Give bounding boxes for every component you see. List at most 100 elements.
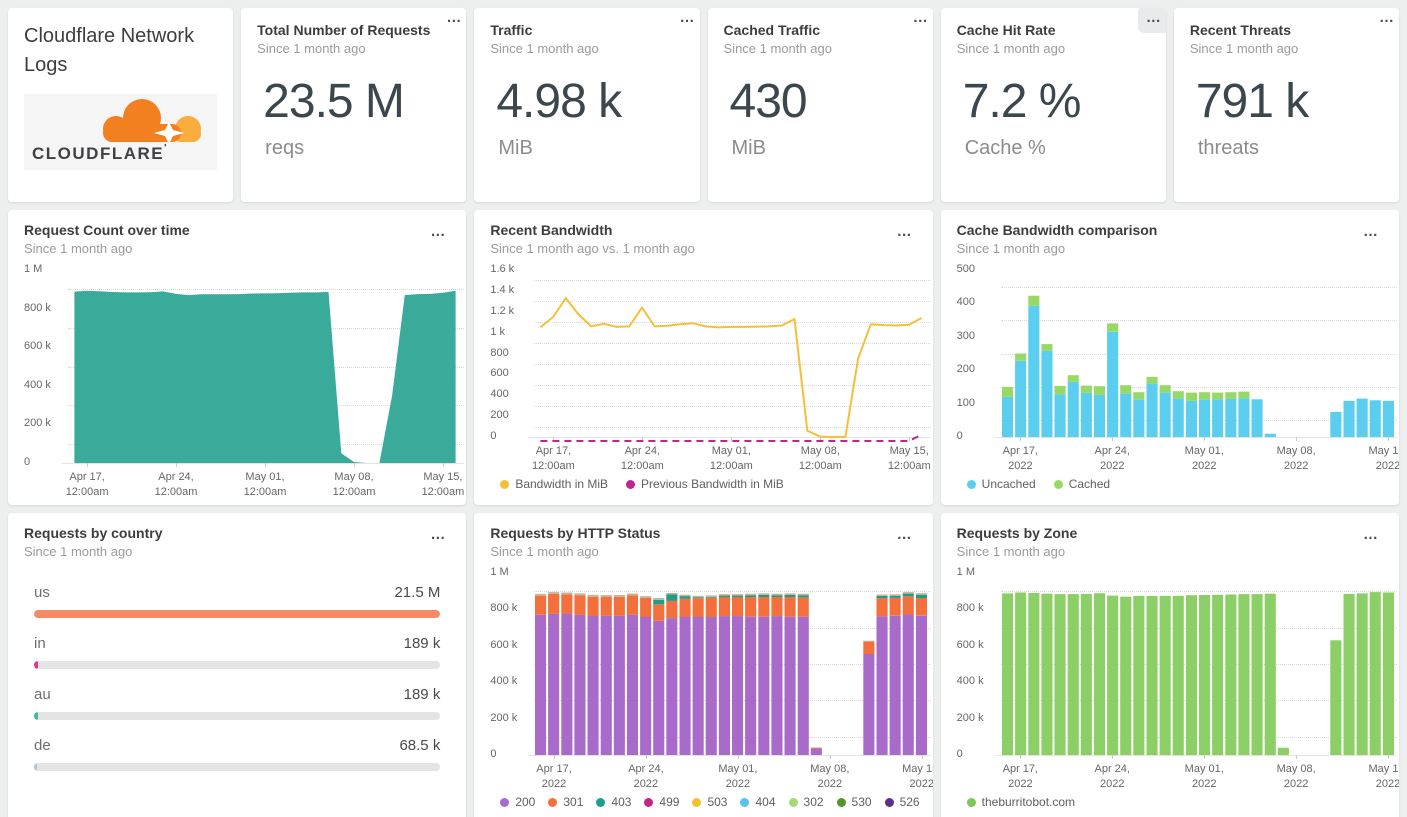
legend-dot-icon bbox=[500, 479, 510, 489]
card-title: Traffic bbox=[490, 22, 533, 38]
stat-value: 791 k bbox=[1195, 75, 1309, 128]
y-axis-label: 1 M bbox=[490, 566, 509, 578]
card-menu-icon[interactable]: … bbox=[672, 8, 700, 33]
panel-title: Request Count over time bbox=[24, 222, 190, 238]
request-count-chart: 1 M 800 k 600 k 400 k 200 k 0 Apr 17, 12:00am Ap… bbox=[24, 262, 465, 498]
card-subtitle: Since 1 month ago bbox=[490, 41, 599, 56]
stat-unit: threats bbox=[1197, 137, 1260, 159]
legend-item[interactable]: 403 bbox=[596, 795, 631, 809]
legend-item[interactable]: 301 bbox=[548, 795, 583, 809]
panel-menu-icon[interactable]: … bbox=[1355, 523, 1387, 550]
y-axis-label: 600 k bbox=[24, 340, 51, 353]
panel-subtitle: Since 1 month ago bbox=[24, 544, 133, 559]
y-axis-label: 1 M bbox=[24, 263, 43, 275]
legend-item[interactable]: Cached bbox=[1053, 477, 1110, 491]
x-axis-label: Apr 17, 12:00am bbox=[65, 471, 109, 498]
y-axis-label: 800 k bbox=[490, 602, 518, 615]
legend-dot-icon bbox=[1053, 479, 1063, 489]
card-menu-icon[interactable]: … bbox=[438, 8, 466, 33]
y-axis-label: 0 bbox=[490, 430, 497, 442]
logo-card: Cloudflare Network Logs CLOUDFLARE' bbox=[8, 8, 234, 202]
chart-plot bbox=[1001, 295, 1394, 437]
stat-unit: MiB bbox=[498, 137, 533, 159]
country-label: in bbox=[34, 635, 46, 652]
panel-menu-icon[interactable]: … bbox=[422, 220, 454, 247]
card-title: Cached Traffic bbox=[723, 22, 820, 38]
recent-bandwidth-legend: Bandwidth in MiB Previous Bandwidth in Mi… bbox=[490, 471, 916, 497]
x-axis-label: May 08, 2022 bbox=[1276, 763, 1316, 790]
x-axis-label: May 08, 2022 bbox=[1276, 445, 1316, 472]
zone-legend: theburritobot.com bbox=[957, 789, 1383, 815]
panel-menu-icon[interactable]: … bbox=[422, 523, 454, 550]
card-menu-icon[interactable]: … bbox=[905, 8, 933, 33]
panel-menu-icon[interactable]: … bbox=[889, 220, 921, 247]
panel-subtitle: Since 1 month ago vs. 1 month ago bbox=[490, 241, 695, 256]
y-axis-label: 600 k bbox=[956, 638, 984, 651]
x-axis-label: May 15,2022 bbox=[902, 763, 933, 790]
stat-unit: MiB bbox=[731, 137, 766, 159]
y-axis-label: 100 bbox=[956, 396, 976, 409]
card-subtitle: Since 1 month ago bbox=[956, 41, 1066, 56]
legend-item[interactable]: 530 bbox=[836, 795, 872, 809]
country-list: us 21.5 M in 189 k au 189 k de 68.5 k bbox=[24, 565, 450, 815]
card-subtitle: Since 1 month ago bbox=[1189, 41, 1299, 56]
country-value: 189 k bbox=[403, 635, 441, 652]
country-bar-track bbox=[34, 712, 441, 720]
legend-dot-icon bbox=[548, 797, 558, 807]
stat-value: 4.98 k bbox=[496, 75, 622, 128]
y-axis-label: 1.2 k bbox=[490, 304, 515, 317]
panel-subtitle: Since 1 month ago bbox=[956, 544, 1066, 559]
stat-value: 7.2 % bbox=[962, 75, 1082, 128]
y-axis-label: 200 bbox=[490, 409, 509, 422]
country-row: au 189 k bbox=[34, 686, 441, 720]
x-axis-label: Apr 24, 12:00am bbox=[620, 445, 664, 472]
x-axis-label: May 08, 12:00am bbox=[798, 445, 842, 472]
y-axis-label: 200 k bbox=[956, 711, 984, 724]
y-axis-label: 1 k bbox=[490, 325, 506, 338]
country-label: de bbox=[34, 737, 51, 754]
panel-menu-icon[interactable]: … bbox=[1355, 220, 1387, 247]
legend-dot-icon bbox=[626, 479, 636, 489]
x-axis-label: May 01, 2022 bbox=[1184, 763, 1224, 790]
legend-item[interactable]: Previous Bandwidth in MiB bbox=[626, 477, 784, 491]
legend-item[interactable]: 200 bbox=[500, 795, 535, 809]
legend-item[interactable]: Bandwidth in MiB bbox=[500, 477, 608, 491]
y-axis-label: 500 bbox=[956, 263, 976, 275]
card-menu-icon[interactable]: … bbox=[1371, 8, 1399, 33]
x-axis-label: May 08, 2022 bbox=[810, 763, 850, 790]
card-title: Cache Hit Rate bbox=[956, 22, 1056, 38]
panel-menu-icon[interactable]: … bbox=[889, 523, 921, 550]
y-axis-label: 800 k bbox=[956, 602, 984, 615]
legend-dot-icon bbox=[596, 797, 606, 807]
legend-item[interactable]: Uncached bbox=[966, 477, 1036, 491]
legend-item[interactable]: 503 bbox=[692, 795, 727, 809]
chart-plot bbox=[540, 296, 923, 442]
country-bar-fill bbox=[34, 712, 39, 720]
country-bar-track bbox=[34, 610, 441, 618]
y-axis-label: 0 bbox=[956, 430, 963, 442]
legend-dot-icon bbox=[836, 797, 846, 807]
legend-item[interactable]: 499 bbox=[644, 795, 679, 809]
y-axis-label: 0 bbox=[490, 748, 497, 760]
legend-dot-icon bbox=[740, 797, 750, 807]
legend-dot-icon bbox=[692, 797, 702, 807]
y-axis-label: 400 k bbox=[490, 675, 518, 688]
legend-item[interactable]: 404 bbox=[740, 795, 776, 809]
panel-subtitle: Since 1 month ago bbox=[956, 241, 1066, 256]
legend-dot-icon bbox=[644, 797, 654, 807]
card-subtitle: Since 1 month ago bbox=[723, 41, 832, 56]
zone-chart: 1 M 800 k 600 k 400 k 200 k 0 Apr 17, 2022 Apr 2… bbox=[956, 565, 1399, 790]
stat-value: 430 bbox=[729, 75, 808, 128]
cloudflare-wordmark: CLOUDFLARE' bbox=[32, 143, 168, 163]
legend-item[interactable]: theburritobot.com bbox=[966, 795, 1075, 809]
country-row: in 189 k bbox=[34, 635, 441, 669]
x-axis-label: Apr 24, 2022 bbox=[628, 763, 664, 790]
legend-item[interactable]: 302 bbox=[788, 795, 824, 809]
card-title: Recent Threats bbox=[1189, 22, 1292, 38]
x-axis-label: May 15,2022 bbox=[1368, 763, 1399, 790]
stat-card-traffic: … Traffic Since 1 month ago 4.98 k MiB bbox=[474, 8, 700, 202]
legend-item[interactable]: 526 bbox=[884, 795, 920, 809]
card-menu-icon[interactable]: … bbox=[1137, 8, 1166, 33]
x-axis-label: Apr 17, 2022 bbox=[1002, 445, 1039, 472]
